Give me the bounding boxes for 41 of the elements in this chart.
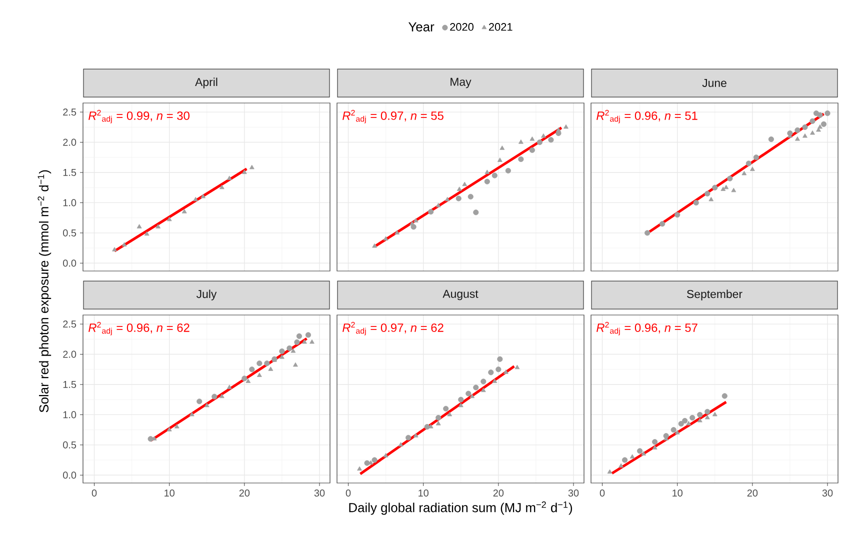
y-tick-label: 2.5 xyxy=(63,320,76,328)
annotation: R$^{2}$$_{adj}$ = 0.96, n = 51 xyxy=(596,110,698,124)
x-tick-label: 0 xyxy=(346,490,351,497)
chart-title: May xyxy=(450,78,472,88)
legend-label: 2020 xyxy=(450,23,474,31)
chart-title: April xyxy=(195,78,218,88)
y-tick-label: 1.5 xyxy=(63,169,76,176)
y-tick-label: 1.0 xyxy=(63,411,76,418)
legend-label: 2021 xyxy=(488,23,512,31)
annotation: R$^{2}$$_{adj}$ = 0.96, n = 57 xyxy=(596,322,698,336)
chart-title: September xyxy=(687,290,742,300)
x-tick-label: 0 xyxy=(600,490,605,497)
y-tick-label: 2.5 xyxy=(63,108,76,116)
x-axis-title: Daily global radiation sum (MJ m$^{−2}$ d$^{−1}$) xyxy=(349,501,572,515)
x-tick-label: 30 xyxy=(314,490,325,497)
y-tick-label: 1.0 xyxy=(63,199,76,206)
annotation: R$^{2}$$_{adj}$ = 0.97, n = 55 xyxy=(342,110,444,124)
y-tick-label: 1.5 xyxy=(63,381,76,388)
y-tick-label: 0.0 xyxy=(63,472,76,479)
x-tick-label: 10 xyxy=(418,490,428,497)
x-tick-label: 10 xyxy=(672,490,682,497)
chart-title: August xyxy=(442,290,478,300)
x-tick-label: 0 xyxy=(92,490,97,497)
annotation: R$^{2}$$_{adj}$ = 0.97, n = 62 xyxy=(342,322,444,336)
y-tick-label: 0.5 xyxy=(63,229,76,236)
y-tick-label: 2.0 xyxy=(63,350,76,358)
x-tick-label: 10 xyxy=(164,490,174,497)
x-tick-label: 20 xyxy=(747,490,758,497)
x-tick-label: 30 xyxy=(568,490,579,497)
y-tick-label: 0.0 xyxy=(63,260,76,267)
x-tick-label: 20 xyxy=(239,490,250,497)
annotation: R$^{2}$$_{adj}$ = 0.99, n = 30 xyxy=(88,110,190,124)
chart-title: June xyxy=(702,79,726,88)
y-axis-title: Solar red photon exposure (mmol m$^{−2}$ d$^{−1}$) xyxy=(38,170,52,412)
x-tick-label: 30 xyxy=(822,490,833,497)
y-tick-label: 2.0 xyxy=(63,138,76,146)
y-tick-label: 0.5 xyxy=(63,441,76,448)
annotation: R$^{2}$$_{adj}$ = 0.96, n = 62 xyxy=(88,322,190,336)
legend-title: Year xyxy=(408,22,434,32)
chart-title: July xyxy=(196,290,217,300)
x-tick-label: 20 xyxy=(493,490,504,497)
